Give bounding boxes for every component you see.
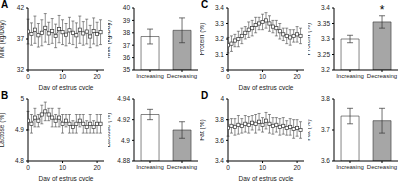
html-text:A: A — [1, 0, 9, 10]
svg-text:38: 38 — [123, 29, 131, 36]
html-text:B: B — [1, 90, 9, 101]
svg-text:Decreasing: Decreasing — [167, 164, 197, 170]
svg-text:*: * — [380, 3, 385, 17]
svg-text:Day of estrus cycle: Day of estrus cycle — [39, 84, 94, 90]
svg-text:4.94: 4.94 — [117, 95, 130, 102]
svg-text:Increasing: Increasing — [336, 164, 364, 170]
svg-text:3.2: 3.2 — [321, 66, 330, 73]
svg-text:4.9: 4.9 — [121, 137, 130, 144]
svg-text:35: 35 — [123, 66, 131, 73]
svg-text:3.6: 3.6 — [215, 137, 224, 144]
svg-text:Decreasing: Decreasing — [167, 73, 197, 79]
svg-text:Decreasing: Decreasing — [367, 164, 392, 170]
svg-text:Fat (%): Fat (%) — [200, 119, 206, 140]
svg-text:3.1: 3.1 — [215, 51, 224, 58]
svg-text:Protein (%): Protein (%) — [200, 23, 206, 56]
svg-text:4.9: 4.9 — [15, 126, 24, 133]
svg-text:0: 0 — [226, 164, 230, 171]
svg-text:Increasing: Increasing — [336, 73, 364, 79]
svg-text:20: 20 — [93, 164, 101, 171]
svg-text:4: 4 — [220, 95, 224, 102]
svg-text:Protein (%): Protein (%) — [308, 23, 312, 56]
svg-text:3.8: 3.8 — [215, 116, 224, 123]
svg-text:0: 0 — [26, 73, 30, 80]
svg-text:Increasing: Increasing — [136, 164, 164, 170]
svg-text:10: 10 — [259, 73, 267, 80]
svg-text:0: 0 — [26, 164, 30, 171]
svg-text:10: 10 — [259, 164, 267, 171]
svg-text:3.3: 3.3 — [215, 20, 224, 27]
svg-text:20: 20 — [293, 164, 301, 171]
svg-text:Day of estrus cycle: Day of estrus cycle — [239, 175, 294, 181]
svg-text:3.25: 3.25 — [317, 51, 330, 58]
svg-text:42: 42 — [17, 4, 25, 11]
svg-text:Fat (%): Fat (%) — [308, 119, 312, 140]
svg-text:Day of estrus cycle: Day of estrus cycle — [239, 84, 294, 90]
svg-text:3.6: 3.6 — [321, 157, 330, 164]
svg-text:10: 10 — [59, 73, 67, 80]
svg-text:37: 37 — [123, 42, 131, 49]
svg-text:3.7: 3.7 — [321, 126, 330, 133]
svg-text:36: 36 — [123, 54, 131, 61]
svg-text:4.8: 4.8 — [15, 157, 24, 164]
svg-text:3.4: 3.4 — [215, 4, 224, 11]
svg-text:Milk (kg/Day): Milk (kg/Day) — [108, 20, 112, 58]
svg-text:Increasing: Increasing — [136, 73, 164, 79]
svg-text:4.88: 4.88 — [117, 157, 130, 164]
svg-text:3: 3 — [220, 66, 224, 73]
svg-text:Decreasing: Decreasing — [367, 73, 392, 79]
svg-text:Lactose (%): Lactose (%) — [108, 113, 112, 148]
svg-text:3.8: 3.8 — [321, 95, 330, 102]
svg-text:3.4: 3.4 — [215, 157, 224, 164]
svg-text:3.35: 3.35 — [317, 20, 330, 27]
svg-text:4.92: 4.92 — [117, 116, 130, 123]
svg-text:37: 37 — [17, 35, 25, 42]
svg-text:Day of estrus cycle: Day of estrus cycle — [39, 175, 94, 181]
svg-text:40: 40 — [123, 4, 131, 11]
svg-text:5: 5 — [20, 95, 24, 102]
svg-text:20: 20 — [293, 73, 301, 80]
svg-text:32: 32 — [17, 66, 25, 73]
svg-text:3.2: 3.2 — [215, 35, 224, 42]
svg-text:39: 39 — [123, 17, 131, 24]
svg-text:3.4: 3.4 — [321, 4, 330, 11]
html-text:D: D — [201, 90, 209, 101]
svg-text:20: 20 — [93, 73, 101, 80]
svg-text:3.3: 3.3 — [321, 35, 330, 42]
html-text:C: C — [201, 0, 209, 10]
svg-text:0: 0 — [226, 73, 230, 80]
svg-text:10: 10 — [59, 164, 67, 171]
